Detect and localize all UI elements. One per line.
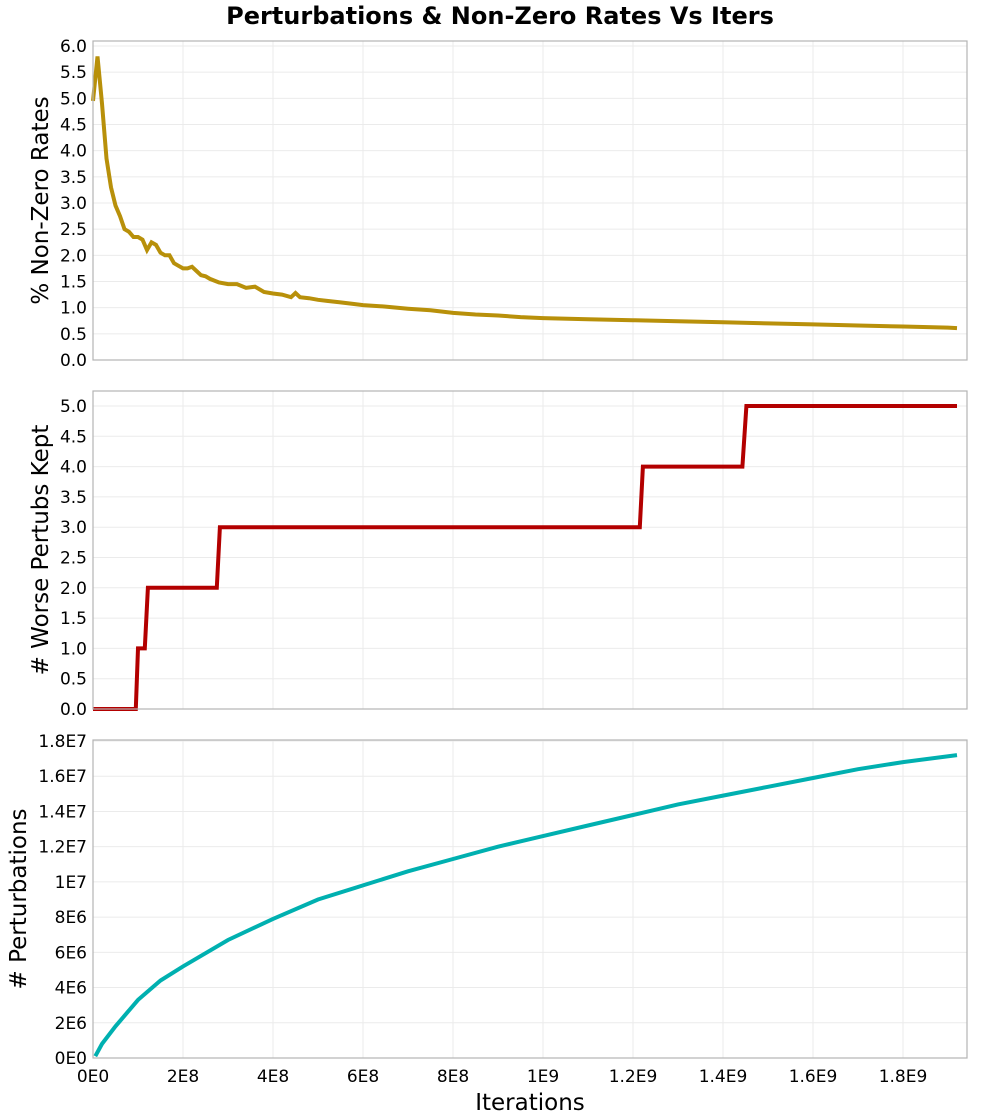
y-tick-label: 4.5 [60,427,87,447]
y-axis-label: # Worse Pertubs Kept [28,425,54,676]
y-tick-label: 0E0 [55,1049,87,1069]
y-tick-label: 2E6 [55,1014,87,1034]
y-tick-label: 1.5 [60,609,87,629]
y-tick-label: 2.0 [60,579,87,599]
y-tick-label: 0.5 [60,325,87,345]
x-tick-label: 1.6E9 [789,1067,838,1087]
x-tick-label: 2E8 [167,1067,199,1087]
y-tick-label: 0.0 [60,700,87,720]
series-line [91,56,958,331]
y-axis-label: % Non-Zero Rates [28,96,54,304]
y-tick-label: 4E6 [55,979,87,999]
y-tick-label: 3.0 [60,194,87,214]
y-tick-label: 1.2E7 [38,838,87,858]
y-tick-label: 1.4E7 [38,802,87,822]
y-tick-label: 0.5 [60,670,87,690]
y-tick-label: 1.0 [60,299,87,319]
y-tick-label: 1.8E7 [38,732,87,752]
y-tick-label: 1E7 [55,873,87,893]
x-axis: 0E0 2E8 4E8 6E8 8E8 1E9 1.2E9 1.4E9 1.6E9 1.8E9 It… [77,1067,927,1116]
y-tick-label: 1.6E7 [38,767,87,787]
y-tick-label: 6E6 [55,943,87,963]
y-tick-label: 5.0 [60,89,87,109]
y-tick-label: 5.5 [60,63,87,83]
y-tick-label: 3.5 [60,168,87,188]
y-tick-label: 6.0 [60,37,87,57]
panel-non-zero-rates: 0.0 0.5 1.0 1.5 2.0 2.5 3.0 3.5 4.0 4.5 5.0 5.5 6.0%… [28,37,968,371]
x-tick-label: 1E9 [527,1067,559,1087]
y-tick-label: 0.0 [60,351,87,371]
panel-perturbations: 0E0 2E6 4E6 6E6 8E6 1E7 1.2E7 1.4E7 1.6E7 1.8E7 # … [6,732,968,1069]
y-tick-label: 4.0 [60,142,87,162]
y-tick-label: 2.5 [60,549,87,569]
x-tick-label: 1.2E9 [609,1067,658,1087]
y-tick-label: 5.0 [60,397,87,417]
y-tick-label: 2.5 [60,220,87,240]
y-axis-label: # Perturbations [6,808,32,989]
y-tick-label: 3.0 [60,518,87,538]
chart-title: Perturbations & Non-Zero Rates Vs Iters [226,2,774,30]
y-tick-label: 8E6 [55,908,87,928]
panel-worse-pertubs-kept: 0.0 0.5 1.0 1.5 2.0 2.5 3.0 3.5 4.0 4.5 5.0 # Worse… [28,390,968,720]
x-tick-label: 6E8 [347,1067,379,1087]
y-tick-label: 4.0 [60,458,87,478]
x-tick-label: 8E8 [437,1067,469,1087]
series-line [93,753,958,1058]
x-axis-label: Iterations [475,1090,585,1116]
y-tick-label: 3.5 [60,488,87,508]
y-tick-label: 2.0 [60,246,87,266]
x-tick-label: 1.8E9 [879,1067,928,1087]
y-tick-label: 1.0 [60,639,87,659]
x-tick-label: 4E8 [257,1067,289,1087]
x-tick-label: 0E0 [77,1067,109,1087]
y-tick-label: 4.5 [60,116,87,136]
y-tick-label: 1.5 [60,273,87,293]
x-tick-label: 1.4E9 [699,1067,748,1087]
series-line [93,404,957,711]
